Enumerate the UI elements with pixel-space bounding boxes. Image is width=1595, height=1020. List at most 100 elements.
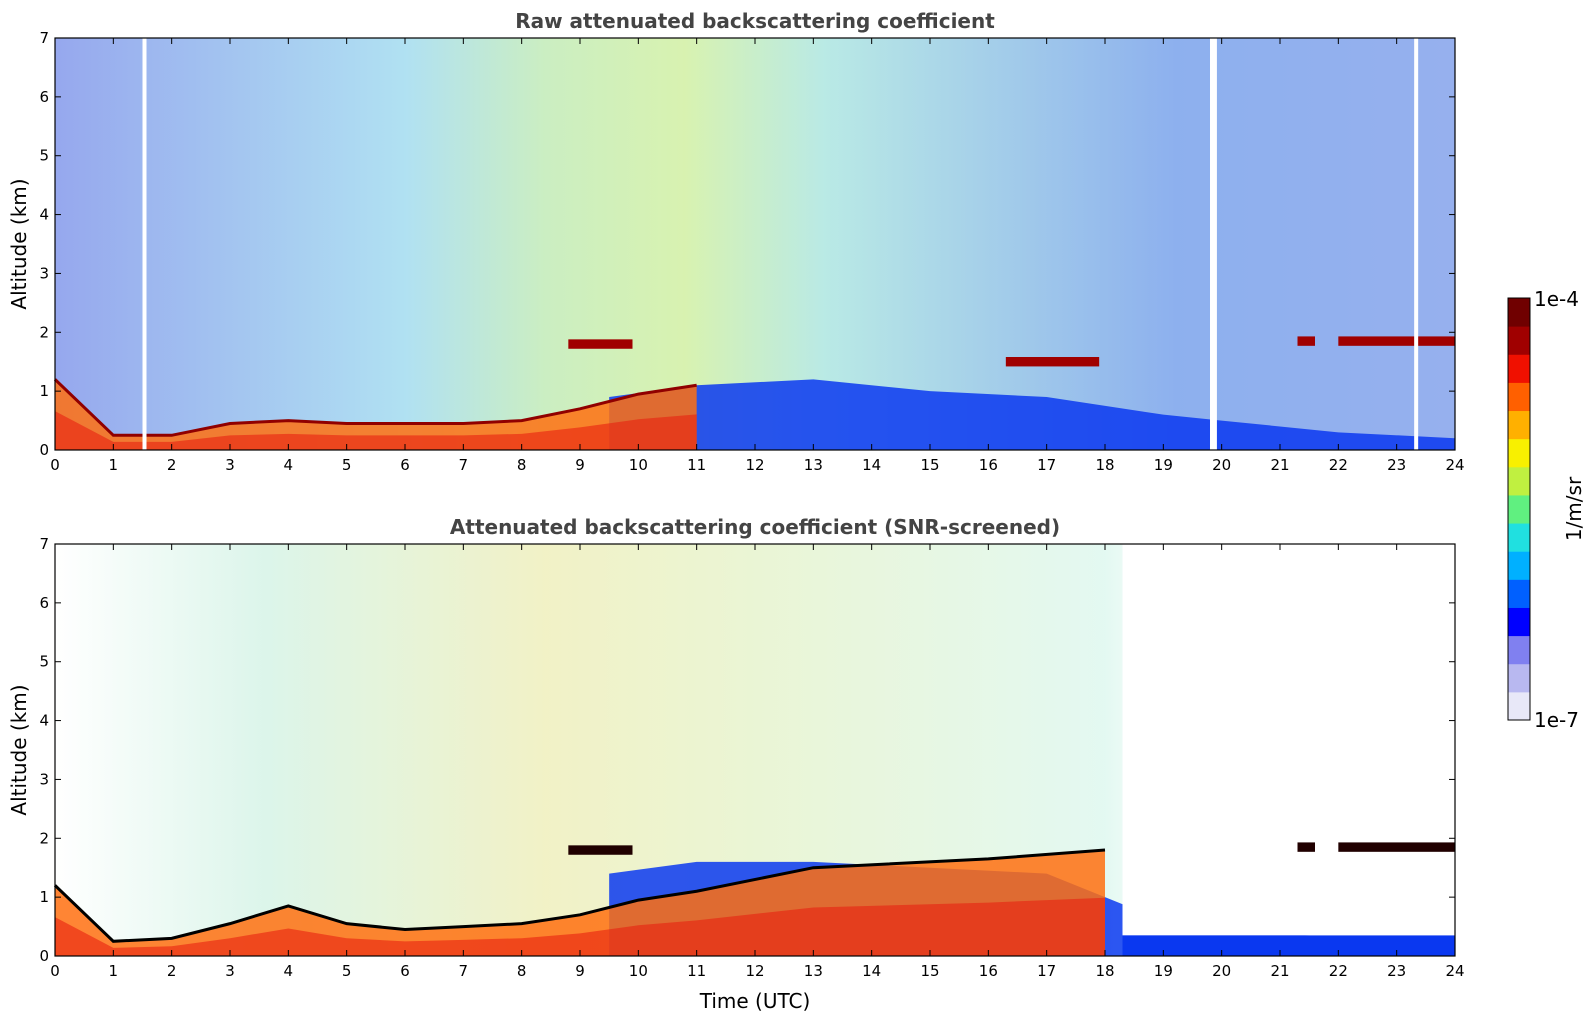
x-tick-label: 18 [1095, 962, 1114, 980]
y-tick-label: 5 [39, 653, 49, 671]
colorbar-swatch [1508, 382, 1530, 412]
colorbar-swatch [1508, 326, 1530, 355]
snr-screened-panel: 0 1 2 3 4 5 6 7 8 9 10 11 12 13 14 15 16 17 18 19 20 21 22 23 24… [7, 515, 1465, 1013]
x-tick-label: 22 [1329, 456, 1348, 474]
x-tick-label: 5 [342, 962, 352, 980]
x-tick-label: 1 [109, 962, 119, 980]
x-tick-label: 0 [50, 456, 60, 474]
colorbar-swatch [1508, 438, 1530, 468]
y-tick-label: 4 [39, 712, 49, 730]
x-tick-label: 21 [1270, 962, 1289, 980]
colorbar-swatch [1508, 579, 1530, 608]
x-tick-label: 4 [284, 456, 294, 474]
x-tick-label: 9 [575, 962, 585, 980]
x-tick-label: 16 [979, 456, 998, 474]
cloud-feature [1005, 357, 1100, 367]
x-axis-label: Time (UTC) [699, 989, 811, 1013]
panel-title: Attenuated backscattering coefficient (S… [450, 515, 1060, 539]
x-tick-label: 23 [1387, 456, 1406, 474]
colorbar-swatch [1508, 691, 1530, 721]
x-tick-label: 0 [50, 962, 60, 980]
colorbar-frame [1507, 297, 1531, 721]
x-tick-label: 7 [459, 456, 469, 474]
y-tick-label: 1 [39, 382, 49, 400]
sky-field [55, 38, 1455, 450]
aerosol-core [55, 411, 697, 450]
x-tick-label: 20 [1212, 456, 1231, 474]
cloud-feature [1297, 842, 1315, 852]
x-tick-label: 10 [629, 456, 648, 474]
colorbar-swatch [1508, 551, 1530, 580]
x-tick-label: 19 [1154, 456, 1173, 474]
x-tick-label: 24 [1445, 962, 1464, 980]
y-tick-label: 0 [39, 441, 49, 459]
x-tick-label: 6 [400, 962, 410, 980]
colorbar-max-label: 1e-4 [1534, 287, 1579, 311]
y-tick-label: 6 [39, 88, 49, 106]
y-tick-label: 6 [39, 594, 49, 612]
x-tick-label: 11 [687, 456, 706, 474]
data-gap [142, 38, 147, 450]
x-tick-label: 2 [167, 962, 177, 980]
cloud-feature [1338, 336, 1455, 346]
x-tick-label: 3 [225, 456, 235, 474]
x-tick-label: 21 [1270, 456, 1289, 474]
data-gap [1414, 38, 1419, 450]
x-tick-label: 14 [862, 962, 881, 980]
screened-region [1122, 544, 1455, 936]
surface-layer [1122, 935, 1455, 956]
molecular-region [609, 379, 1455, 450]
colorbar-swatch [1508, 523, 1530, 552]
colorbar-swatch [1508, 354, 1530, 383]
x-tick-label: 8 [517, 456, 527, 474]
x-tick-label: 9 [575, 456, 585, 474]
colorbar-swatch [1508, 298, 1530, 327]
x-tick-label: 1 [109, 456, 119, 474]
x-tick-label: 13 [804, 456, 823, 474]
x-tick-label: 24 [1445, 456, 1464, 474]
y-tick-label: 7 [39, 535, 49, 553]
raw-backscatter-panel: 0 1 2 3 4 5 6 7 8 9 10 11 12 13 14 15 16 17 18 19 20 21 22 23 24… [7, 9, 1465, 474]
x-tick-label: 18 [1095, 456, 1114, 474]
colorbar-swatch [1508, 466, 1530, 496]
x-tick-label: 23 [1387, 962, 1406, 980]
y-tick-label: 2 [39, 323, 49, 341]
cloud-feature [568, 845, 633, 855]
colorbar-swatch [1508, 663, 1530, 693]
x-tick-label: 6 [400, 456, 410, 474]
y-tick-label: 3 [39, 770, 49, 788]
x-tick-label: 4 [284, 962, 294, 980]
x-tick-label: 3 [225, 962, 235, 980]
y-tick-label: 0 [39, 947, 49, 965]
y-tick-label: 1 [39, 888, 49, 906]
x-tick-label: 13 [804, 962, 823, 980]
y-axis-label: Altitude (km) [7, 684, 31, 815]
colorbar-swatch [1508, 410, 1530, 440]
y-tick-label: 5 [39, 147, 49, 165]
cloud-feature [1297, 336, 1315, 346]
boundary-layer-top [53, 848, 1106, 943]
y-tick-label: 7 [39, 29, 49, 47]
x-tick-label: 10 [629, 962, 648, 980]
x-tick-label: 14 [862, 456, 881, 474]
x-tick-label: 5 [342, 456, 352, 474]
y-tick-label: 2 [39, 829, 49, 847]
x-tick-label: 11 [687, 962, 706, 980]
x-tick-label: 22 [1329, 962, 1348, 980]
x-tick-label: 15 [920, 456, 939, 474]
panel-title: Raw attenuated backscattering coefficien… [515, 9, 995, 33]
y-tick-label: 3 [39, 264, 49, 282]
x-tick-label: 12 [745, 456, 764, 474]
colorbar-swatch [1508, 494, 1530, 524]
data-gap [1212, 38, 1217, 450]
x-tick-label: 16 [979, 962, 998, 980]
colorbar: 1e-4 1e-7 1/m/sr [1507, 287, 1586, 732]
x-tick-label: 12 [745, 962, 764, 980]
x-tick-label: 19 [1154, 962, 1173, 980]
data-gap [1210, 38, 1214, 450]
y-axis-label: Altitude (km) [7, 178, 31, 309]
colorbar-min-label: 1e-7 [1534, 708, 1579, 732]
cloud-feature [568, 339, 633, 349]
colorbar-swatch [1508, 607, 1530, 637]
